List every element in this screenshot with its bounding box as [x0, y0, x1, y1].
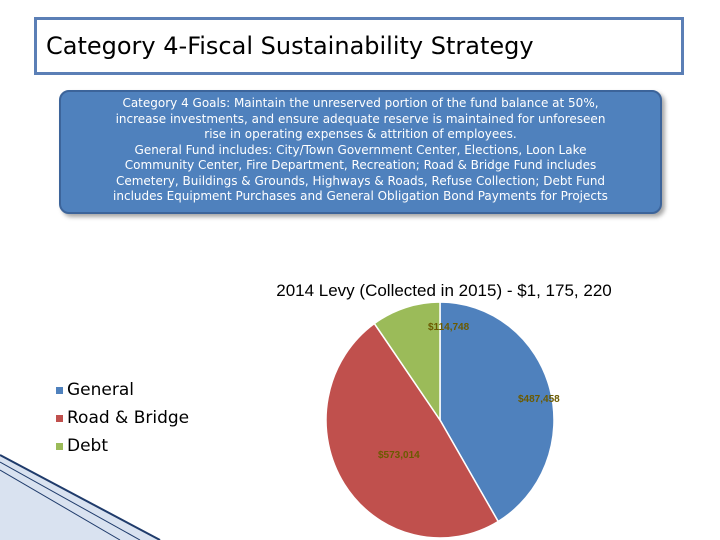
title-box: Category 4-Fiscal Sustainability Strateg… [34, 17, 684, 75]
legend-item-general: General [56, 376, 189, 404]
chart-legend: General Road & Bridge Debt [56, 376, 189, 460]
pie-slice-general [439, 301, 555, 523]
pie-slices [325, 301, 555, 539]
legend-label: General [67, 380, 134, 400]
legend-label: Road & Bridge [67, 408, 190, 428]
goals-line: increase investments, and ensure adequat… [115, 111, 606, 126]
pie-slice-road-bridge [325, 322, 500, 539]
legend-swatch [56, 442, 63, 450]
pie-label-debt: $114,748 [428, 322, 470, 333]
chart-title: 2014 Levy (Collected in 2015) - $1, 175,… [276, 281, 612, 300]
slide-title: Category 4-Fiscal Sustainability Strateg… [46, 32, 534, 60]
goals-line: Category 4 Goals: Maintain the unreserve… [122, 96, 599, 110]
goals-line: rise in operating expenses & attrition o… [204, 127, 517, 141]
pie-labels: $487,458 $573,014 $114,748 [378, 322, 560, 461]
goals-line: includes Equipment Purchases and General… [113, 189, 608, 203]
legend-swatch [56, 414, 63, 422]
pie-label-road-bridge: $573,014 [378, 450, 420, 461]
legend-item-debt: Debt [56, 432, 189, 460]
goals-line: Cemetery, Buildings & Grounds, Highways … [115, 173, 606, 188]
legend-label: Debt [67, 436, 109, 456]
goals-line: Community Center, Fire Department, Recre… [124, 158, 597, 172]
pie-label-general: $487,458 [518, 394, 560, 405]
legend-swatch [56, 386, 63, 394]
pie-slice-debt [373, 301, 441, 423]
legend-item-road-bridge: Road & Bridge [56, 404, 189, 432]
goals-box: Category 4 Goals: Maintain the unreserve… [59, 90, 662, 214]
goals-line: General Fund includes: City/Town Governm… [134, 142, 587, 157]
